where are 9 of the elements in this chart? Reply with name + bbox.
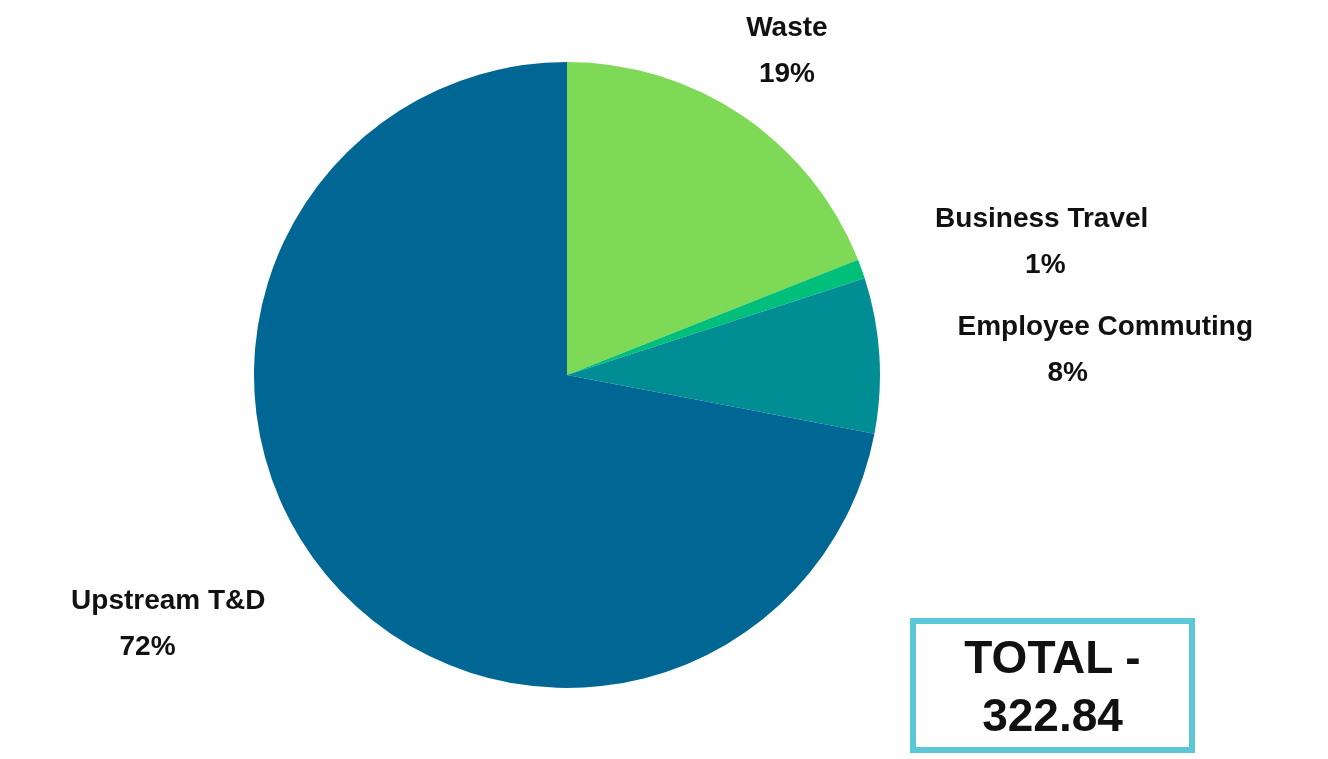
- slice-label: Business Travel: [935, 202, 1149, 234]
- data-label: 8%: [1047, 356, 1089, 388]
- slice-label: Upstream T&D: [71, 584, 266, 616]
- data-label: 19%: [758, 57, 816, 89]
- slice-label: Waste: [746, 11, 828, 43]
- slice-label: Employee Commuting: [957, 310, 1254, 342]
- data-label: 1%: [1025, 248, 1066, 280]
- text: TOTAL - 322.84: [910, 618, 1195, 753]
- data-label: 72%: [119, 630, 176, 662]
